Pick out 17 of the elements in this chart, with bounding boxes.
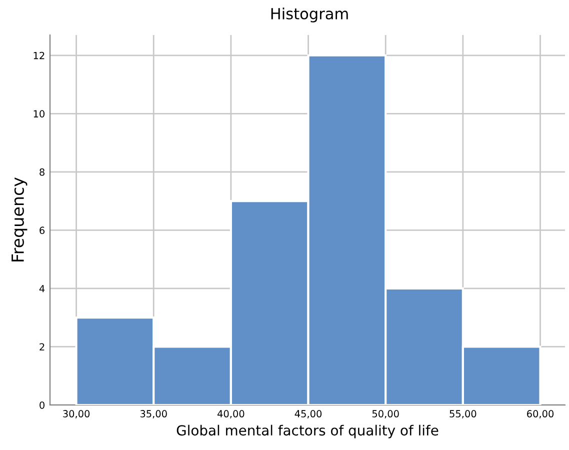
- x-tick-label: 45,00: [294, 410, 322, 418]
- y-axis-title: Frequency: [12, 177, 28, 262]
- x-tick-label: 50,00: [372, 410, 399, 418]
- y-tick-label: 6: [40, 226, 45, 234]
- y-tick-label: 2: [40, 343, 44, 350]
- x-tick-label: 30,00: [63, 410, 90, 418]
- x-tick-label: 55,00: [450, 410, 476, 418]
- x-tick-label: 35,00: [140, 410, 167, 418]
- y-tick-label: 4: [39, 285, 45, 292]
- y-tick-label: 10: [34, 110, 44, 118]
- x-axis-title: Global mental factors of quality of life: [176, 424, 438, 438]
- y-tick-label: 8: [40, 168, 44, 176]
- x-tick-label: 60,00: [527, 410, 554, 418]
- chart-title: Histogram: [271, 8, 348, 22]
- x-tick-label: 40,00: [218, 410, 244, 418]
- y-tick-label: 12: [34, 52, 44, 60]
- y-tick-label: 0: [40, 401, 44, 409]
